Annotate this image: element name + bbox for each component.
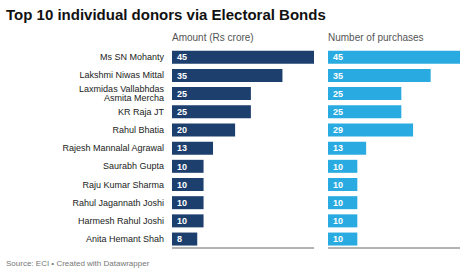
svg-text:35: 35 xyxy=(333,71,343,81)
svg-text:Laxmidas VallabhdasAsmita Merc: Laxmidas VallabhdasAsmita Mercha xyxy=(79,84,164,103)
svg-text:10: 10 xyxy=(333,198,343,208)
svg-text:25: 25 xyxy=(333,89,343,99)
html-text:Source: ECI • Created with Dat: Source: ECI • Created with Datawrapper xyxy=(6,259,150,268)
svg-text:Anita Hemant Shah: Anita Hemant Shah xyxy=(86,234,164,244)
svg-text:10: 10 xyxy=(333,234,343,244)
html-text:Top 10 individual donors via E: Top 10 individual donors via Electoral B… xyxy=(6,6,326,23)
svg-text:Raju Kumar Sharma: Raju Kumar Sharma xyxy=(82,180,164,190)
html-text:Number of purchases: Number of purchases xyxy=(328,32,424,43)
html-text:Amount (Rs crore): Amount (Rs crore) xyxy=(172,32,254,43)
svg-text:29: 29 xyxy=(333,125,343,135)
svg-text:45: 45 xyxy=(177,52,187,62)
svg-text:10: 10 xyxy=(333,180,343,190)
svg-text:25: 25 xyxy=(177,107,187,117)
svg-text:Rajesh Mannalal Agrawal: Rajesh Mannalal Agrawal xyxy=(62,143,164,153)
svg-text:45: 45 xyxy=(333,52,343,62)
svg-text:Rahul Bhatia: Rahul Bhatia xyxy=(112,125,164,135)
svg-text:10: 10 xyxy=(177,162,187,172)
svg-text:KR Raja JT: KR Raja JT xyxy=(118,107,165,117)
svg-text:Saurabh Gupta: Saurabh Gupta xyxy=(103,161,164,171)
svg-text:10: 10 xyxy=(177,198,187,208)
svg-text:13: 13 xyxy=(333,143,343,153)
svg-text:25: 25 xyxy=(177,89,187,99)
svg-text:8: 8 xyxy=(177,234,182,244)
svg-text:10: 10 xyxy=(333,162,343,172)
svg-text:13: 13 xyxy=(177,143,187,153)
svg-text:10: 10 xyxy=(177,180,187,190)
svg-text:25: 25 xyxy=(333,107,343,117)
svg-text:20: 20 xyxy=(177,125,187,135)
svg-text:Rahul Jagannath Joshi: Rahul Jagannath Joshi xyxy=(72,198,164,208)
svg-text:10: 10 xyxy=(177,216,187,226)
svg-text:Harmesh Rahul Joshi: Harmesh Rahul Joshi xyxy=(78,216,164,226)
svg-text:35: 35 xyxy=(177,71,187,81)
svg-text:Ms SN Mohanty: Ms SN Mohanty xyxy=(100,52,165,62)
svg-text:10: 10 xyxy=(333,216,343,226)
svg-text:Lakshmi Niwas Mittal: Lakshmi Niwas Mittal xyxy=(79,70,164,80)
